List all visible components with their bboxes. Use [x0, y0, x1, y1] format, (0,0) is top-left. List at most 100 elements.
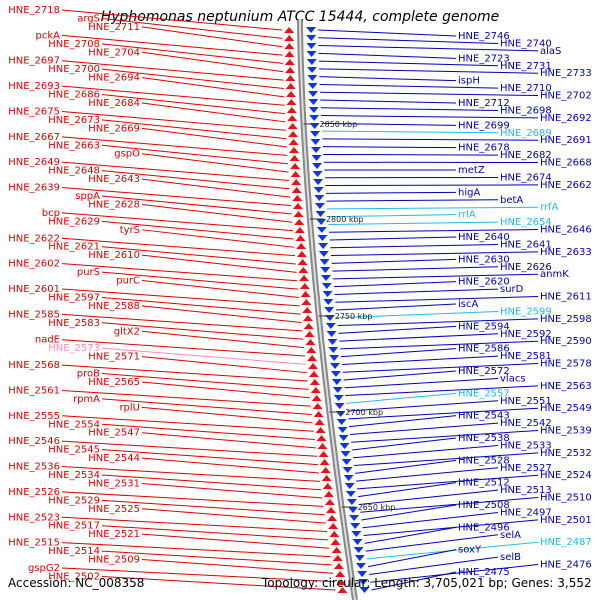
forward-gene-arrow: [286, 107, 297, 113]
reverse-gene-arrow: [357, 571, 368, 577]
left-gene-label: HNE_2555: [8, 411, 60, 422]
left-connector: [101, 525, 329, 541]
left-connector: [141, 203, 293, 223]
reverse-gene-arrow: [317, 235, 328, 241]
right-connector: [336, 310, 499, 319]
left-gene-label: rpmA: [73, 394, 100, 405]
right-connector: [343, 370, 457, 381]
right-connector: [319, 68, 539, 74]
forward-gene-arrow: [335, 571, 346, 577]
right-gene-label: HNE_2630: [458, 254, 510, 265]
reverse-gene-arrow: [318, 251, 329, 257]
reverse-gene-arrow: [344, 483, 355, 489]
left-gene-label: purC: [116, 276, 140, 287]
forward-gene-arrow: [300, 291, 311, 297]
reverse-gene-arrow: [323, 299, 334, 305]
forward-gene-arrow: [286, 99, 297, 105]
right-connector: [365, 534, 499, 552]
forward-gene-arrow: [284, 43, 295, 49]
reverse-gene-arrow: [316, 219, 327, 225]
left-connector: [61, 364, 308, 382]
left-gene-label: proB: [77, 369, 100, 380]
forward-gene-arrow: [299, 283, 310, 289]
left-connector: [141, 51, 284, 73]
reverse-gene-arrow: [345, 491, 356, 497]
forward-gene-arrow: [328, 523, 339, 529]
left-gene-label: HNE_2711: [88, 22, 140, 33]
left-gene-label: HNE_2573: [48, 343, 100, 354]
left-connector: [61, 491, 324, 507]
right-gene-label: HNE_2620: [458, 277, 510, 288]
right-gene-label: HNE_2733: [540, 68, 592, 79]
right-gene-label: ispH: [458, 76, 480, 87]
right-gene-label: HNE_2497: [500, 507, 552, 518]
reverse-gene-arrow: [339, 443, 350, 449]
right-gene-label: HNE_2581: [500, 351, 552, 362]
right-connector: [318, 52, 457, 59]
reverse-gene-arrow: [311, 155, 322, 161]
right-gene-label: HNE_2746: [458, 31, 510, 42]
right-connector: [322, 138, 539, 141]
left-gene-label: gspO: [114, 149, 140, 160]
right-connector: [340, 348, 457, 358]
right-gene-label: HNE_2572: [458, 366, 510, 377]
right-connector: [342, 363, 539, 373]
right-gene-label: soxY: [458, 545, 482, 556]
right-gene-label: HNE_2699: [458, 120, 510, 131]
left-connector: [101, 119, 287, 140]
left-connector: [101, 575, 336, 591]
forward-gene-arrow: [291, 187, 302, 193]
left-gene-label: HNE_2684: [88, 98, 140, 109]
reverse-gene-arrow: [306, 51, 317, 57]
reverse-gene-arrow: [327, 339, 338, 345]
reverse-gene-arrow: [341, 459, 352, 465]
right-gene-label: HNE_2496: [458, 522, 510, 533]
right-connector: [344, 377, 499, 389]
right-connector: [351, 430, 539, 443]
forward-gene-arrow: [284, 27, 295, 33]
right-gene-label: HNE_2662: [540, 180, 592, 191]
left-connector: [61, 263, 298, 282]
reverse-gene-arrow: [306, 27, 317, 33]
right-gene-label: selA: [500, 530, 521, 541]
forward-gene-arrow: [315, 427, 326, 433]
left-connector: [61, 288, 300, 307]
left-gene-label: HNE_2588: [88, 301, 140, 312]
left-gene-label: HNE_2649: [8, 157, 60, 168]
reverse-gene-arrow: [342, 467, 353, 473]
right-connector: [346, 392, 457, 404]
forward-gene-arrow: [302, 307, 313, 313]
reverse-gene-arrow: [358, 579, 369, 585]
left-gene-label: HNE_2502: [48, 571, 100, 582]
right-gene-label: betA: [500, 195, 523, 206]
right-connector: [321, 130, 499, 134]
forward-gene-arrow: [296, 243, 307, 249]
reverse-gene-arrow: [349, 515, 360, 521]
forward-gene-arrow: [292, 195, 303, 201]
right-connector: [341, 355, 499, 365]
left-connector: [141, 127, 287, 148]
right-connector: [355, 459, 457, 474]
right-connector: [371, 571, 457, 591]
right-connector: [319, 76, 457, 82]
left-connector: [101, 68, 284, 90]
right-connector: [350, 422, 499, 435]
right-connector: [370, 564, 539, 583]
right-gene-label: HNE_2654: [500, 217, 552, 228]
right-gene-label: HNE_2528: [458, 455, 510, 466]
left-gene-label: HNE_2545: [48, 445, 100, 456]
gene-features: [284, 27, 370, 593]
left-gene-label: HNE_2629: [48, 216, 100, 227]
left-connector: [141, 305, 302, 324]
right-gene-label: vlacs: [500, 373, 526, 384]
reverse-gene-arrow: [318, 243, 329, 249]
forward-gene-arrow: [289, 155, 300, 161]
forward-gene-arrow: [318, 451, 329, 457]
right-gene-label: HNE_2549: [540, 403, 592, 414]
right-connector: [363, 519, 539, 537]
right-gene-label: rrfA: [540, 202, 559, 213]
reverse-gene-arrow: [311, 147, 322, 153]
accession-text: Accession: NC_008358: [8, 576, 145, 590]
right-connector: [353, 444, 499, 459]
